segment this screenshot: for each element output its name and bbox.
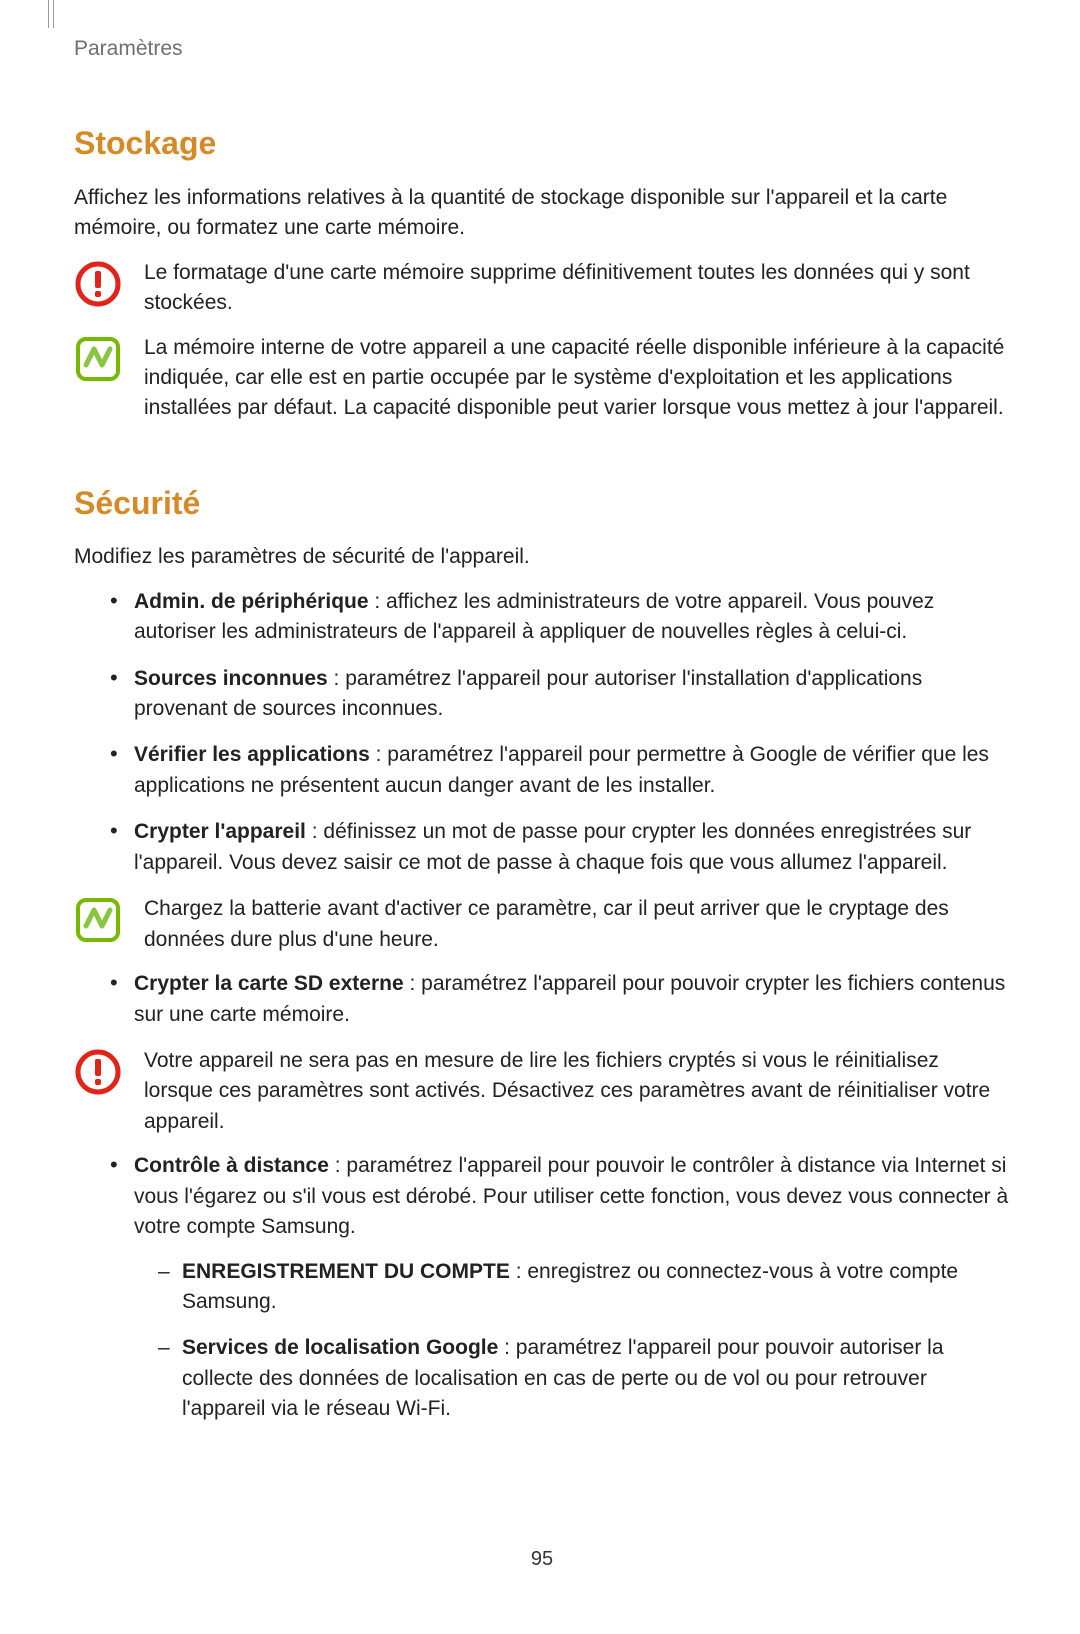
- item-label: Sources inconnues: [134, 667, 328, 690]
- item-label: Services de localisation Google: [182, 1336, 498, 1359]
- callout-warning-text: Le formatage d'une carte mémoire supprim…: [144, 258, 1010, 319]
- page-tab-edge: [48, 0, 54, 28]
- list-item: Services de localisation Google : paramé…: [158, 1333, 1010, 1424]
- warning-icon: [74, 260, 122, 308]
- list-item: Crypter la carte SD externe : paramétrez…: [110, 969, 1010, 1030]
- item-label: Crypter l'appareil: [134, 820, 306, 843]
- callout-warning-sd: Votre appareil ne sera pas en mesure de …: [74, 1046, 1010, 1137]
- heading-securite: Sécurité: [74, 480, 1010, 526]
- callout-note-text: Chargez la batterie avant d'activer ce p…: [144, 894, 1010, 955]
- securite-list-2: Crypter la carte SD externe : paramétrez…: [74, 969, 1010, 1030]
- list-item: Contrôle à distance : paramétrez l'appar…: [110, 1151, 1010, 1425]
- note-icon: [74, 896, 122, 944]
- callout-warning-format: Le formatage d'une carte mémoire supprim…: [74, 258, 1010, 319]
- callout-note-text: La mémoire interne de votre appareil a u…: [144, 333, 1010, 424]
- list-item: Sources inconnues : paramétrez l'apparei…: [110, 664, 1010, 725]
- securite-list-1: Admin. de périphérique : affichez les ad…: [74, 587, 1010, 879]
- breadcrumb: Paramètres: [74, 34, 1010, 64]
- sub-list: ENREGISTREMENT DU COMPTE : enregistrez o…: [134, 1257, 1010, 1425]
- heading-stockage: Stockage: [74, 120, 1010, 166]
- list-item: Crypter l'appareil : définissez un mot d…: [110, 817, 1010, 878]
- item-label: Vérifier les applications: [134, 743, 370, 766]
- item-label: Admin. de périphérique: [134, 590, 369, 613]
- list-item: Admin. de périphérique : affichez les ad…: [110, 587, 1010, 648]
- list-item: ENREGISTREMENT DU COMPTE : enregistrez o…: [158, 1257, 1010, 1318]
- list-item: Vérifier les applications : paramétrez l…: [110, 740, 1010, 801]
- callout-warning-text: Votre appareil ne sera pas en mesure de …: [144, 1046, 1010, 1137]
- item-label: Contrôle à distance: [134, 1154, 329, 1177]
- securite-intro: Modifiez les paramètres de sécurité de l…: [74, 542, 1010, 572]
- callout-note-encrypt: Chargez la batterie avant d'activer ce p…: [74, 894, 1010, 955]
- callout-note-memory: La mémoire interne de votre appareil a u…: [74, 333, 1010, 424]
- securite-list-3: Contrôle à distance : paramétrez l'appar…: [74, 1151, 1010, 1425]
- stockage-intro: Affichez les informations relatives à la…: [74, 183, 1010, 244]
- warning-icon: [74, 1048, 122, 1096]
- item-label: Crypter la carte SD externe: [134, 972, 404, 995]
- item-label: ENREGISTREMENT DU COMPTE: [182, 1260, 510, 1283]
- page-number: 95: [74, 1545, 1010, 1574]
- note-icon: [74, 335, 122, 383]
